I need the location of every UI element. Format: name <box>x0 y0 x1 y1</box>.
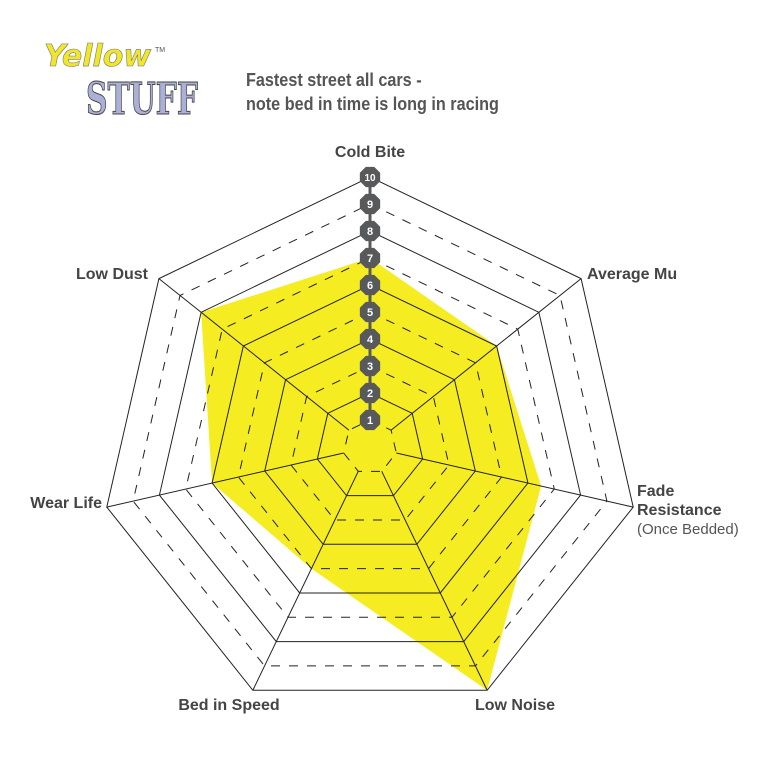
grid-ring-7 <box>185 257 555 618</box>
scale-tick-label: 4 <box>367 334 374 346</box>
scale-marker-3: 3 <box>359 355 381 377</box>
axis-line <box>390 278 582 431</box>
scale-marker-5: 5 <box>359 301 381 323</box>
scale-marker-7: 7 <box>359 247 381 269</box>
scale-tick-label: 9 <box>367 199 373 211</box>
scale-tick-label: 8 <box>367 226 373 238</box>
scale-tick-label: 3 <box>367 361 373 373</box>
axis-sublabel-once-bedded: (Once Bedded) <box>637 521 739 538</box>
scale-marker-1: 1 <box>359 409 381 431</box>
axis-label-resistance: Resistance <box>637 502 722 519</box>
scale-tick-label: 2 <box>367 388 373 400</box>
grid-ring-4 <box>264 338 476 545</box>
subtitle-line-1: Fastest street all cars - <box>246 70 422 90</box>
grid-ring-9 <box>132 203 608 667</box>
svg-text:TM: TM <box>155 47 165 54</box>
chart-subtitle: Fastest street all cars - note bed in ti… <box>246 68 499 116</box>
axis-label-low-noise: Low Noise <box>475 697 555 714</box>
yellowstuff-logo: Yellow TM STUFF <box>44 39 199 118</box>
axis-label-fade: Fade <box>637 483 674 500</box>
scale-marker-4: 4 <box>359 328 381 350</box>
scale-tick-label: 7 <box>367 253 373 265</box>
grid-ring-2 <box>316 392 424 497</box>
axis-label-bed-in-speed: Bed in Speed <box>178 697 279 714</box>
scale-marker-2: 2 <box>359 382 381 404</box>
svg-text:Yellow: Yellow <box>44 39 151 74</box>
axis-line <box>252 471 359 691</box>
scale-marker-6: 6 <box>359 274 381 296</box>
grid-ring-10 <box>106 176 634 691</box>
axis-line <box>381 471 488 691</box>
axis-label-average-mu: Average Mu <box>587 266 677 283</box>
axis-label-cold-bite: Cold Bite <box>335 144 405 161</box>
scale-tick-label: 6 <box>367 280 373 292</box>
axis-line <box>106 452 344 508</box>
subtitle-line-2: note bed in time is long in racing <box>246 94 499 114</box>
grid-ring-6 <box>211 284 529 594</box>
scale-marker-10: 10 <box>359 166 381 188</box>
scale-tick-label: 10 <box>364 173 376 184</box>
grid-ring-8 <box>158 230 582 643</box>
scale-marker-8: 8 <box>359 220 381 242</box>
scale-tick-label: 5 <box>367 307 373 319</box>
scale-tick-label: 1 <box>367 415 373 427</box>
axis-label-wear-life: Wear Life <box>30 495 102 512</box>
data-area <box>201 258 542 691</box>
axis-line <box>158 278 350 431</box>
scale-marker-9: 9 <box>359 193 381 215</box>
axis-label-low-dust: Low Dust <box>76 266 149 283</box>
svg-text:STUFF: STUFF <box>86 74 198 118</box>
axis-line <box>396 452 634 508</box>
